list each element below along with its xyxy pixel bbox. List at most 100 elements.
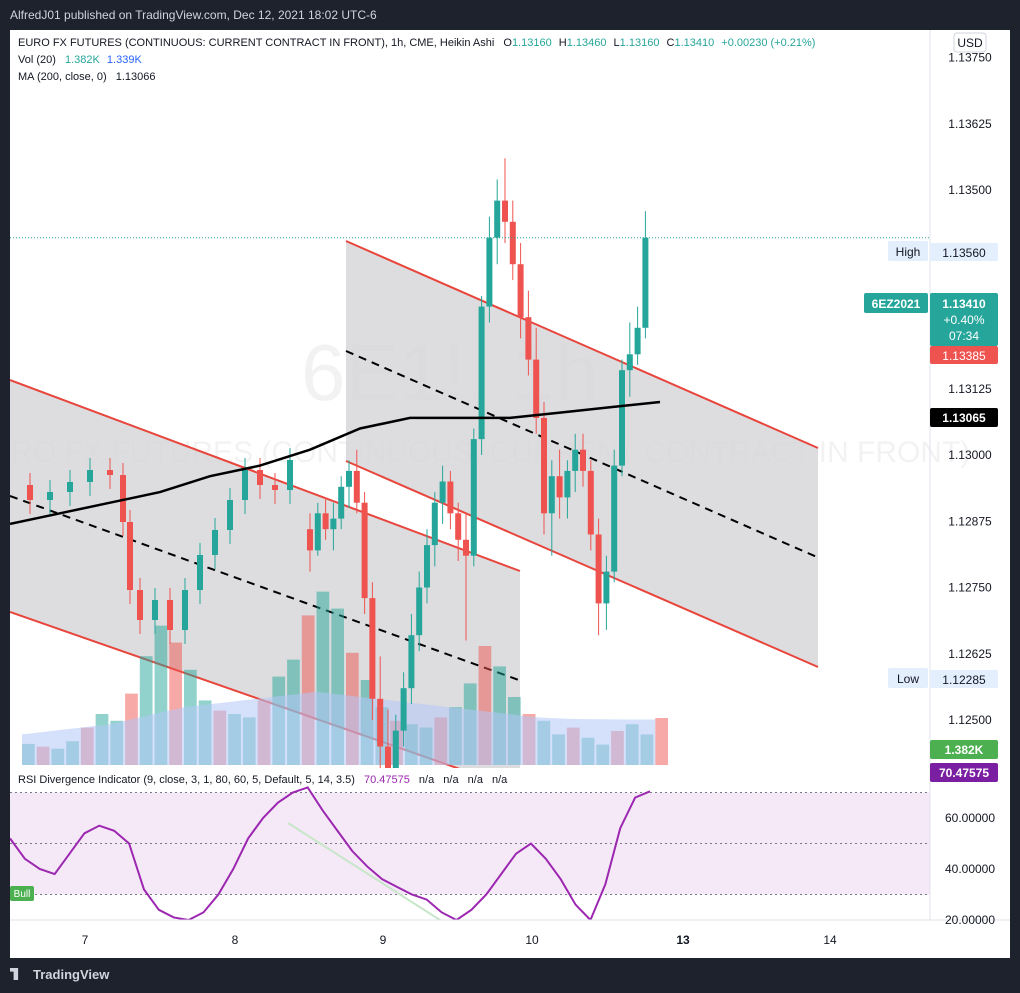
candle-body <box>152 600 158 620</box>
candle-body <box>447 481 454 514</box>
bull-badge-label: Bull <box>14 889 31 900</box>
candle-body <box>408 635 415 689</box>
candle-body <box>307 529 313 551</box>
ask-price: 1.13385 <box>942 349 986 363</box>
time-tick-label: 8 <box>232 933 239 947</box>
price-tick-label: 1.13750 <box>948 51 992 65</box>
candle-body <box>338 486 345 519</box>
tradingview-brand: TradingView <box>33 967 110 982</box>
time-tick-label: 10 <box>525 933 539 947</box>
candle-body <box>385 746 391 768</box>
legend-rsi-label: RSI Divergence Indicator (9, close, 3, 1… <box>18 774 355 786</box>
candle-body <box>439 481 446 503</box>
candle-body <box>572 449 579 471</box>
candle-body <box>392 730 399 768</box>
candle-body <box>416 587 423 636</box>
candle-body <box>242 470 248 500</box>
time-tick-label: 13 <box>676 933 690 947</box>
low-value: 1.12285 <box>942 673 986 687</box>
channel-left-median <box>10 495 521 682</box>
legend-high: 1.13460 <box>567 37 607 49</box>
currency-button[interactable]: USD <box>953 32 987 53</box>
tradingview-icon <box>10 968 19 980</box>
price-tick-label: 1.12875 <box>948 514 992 528</box>
candle-body <box>87 470 93 482</box>
rsi-box <box>930 763 998 782</box>
svg-text:Vol (20) 1.382K: Vol (20) 1.382K 1.339K <box>18 54 142 66</box>
currency-label: USD <box>957 36 983 50</box>
legend-close: 1.13410 <box>674 37 714 49</box>
legend-ma-label: MA (200, close, 0) <box>18 71 107 83</box>
candle-body <box>322 513 329 530</box>
rsi-tick-label: 60.00000 <box>945 811 995 825</box>
high-label: High <box>896 245 921 259</box>
tradingview-logo[interactable]: TradingView <box>10 967 109 982</box>
low-label-box <box>888 668 928 688</box>
channel-right-lower <box>345 460 819 668</box>
legend-ma-value: 1.13066 <box>116 71 156 83</box>
low-value-box <box>930 670 998 688</box>
candle-body <box>556 476 563 498</box>
candle-body <box>424 545 430 588</box>
last-price: 1.13410 <box>942 297 986 311</box>
volume-box <box>930 740 998 759</box>
chart-canvas[interactable]: 6E1!, 1h EURO FX FUTURES (CONTINUOUS: CU… <box>10 30 1010 958</box>
candle-body <box>486 237 493 307</box>
price-tick-label: 1.12625 <box>948 647 992 661</box>
candle-body <box>541 417 547 514</box>
candle-body <box>595 534 602 604</box>
candle-body <box>455 513 462 540</box>
candle-body <box>626 354 633 371</box>
candle-body <box>107 470 113 475</box>
candle-body <box>517 264 524 318</box>
svg-text:RSI Divergence Indicator (9, c: RSI Divergence Indicator (9, close, 3, 1… <box>18 774 508 786</box>
candle-body <box>27 485 33 500</box>
candle-body <box>642 237 649 328</box>
channel-right-upper <box>345 240 819 449</box>
time-tick-label: 9 <box>380 933 387 947</box>
candle-body <box>167 600 173 630</box>
candle-body <box>470 439 477 556</box>
candle-body <box>127 522 133 590</box>
legend-symbol: EURO FX FUTURES (CONTINUOUS: CURRENT CON… <box>18 37 494 49</box>
ticker-label: 6EZ2021 <box>872 297 921 311</box>
candle-body <box>400 688 407 731</box>
candle-body <box>611 465 618 572</box>
candle-body <box>603 571 610 604</box>
high-value-box <box>930 243 998 261</box>
candle-body <box>502 200 508 222</box>
candle-body <box>287 460 293 490</box>
price-tick-label: 1.12750 <box>948 581 992 595</box>
price-tick-label: 1.13000 <box>948 448 992 462</box>
candle-body <box>619 370 625 466</box>
legend-rsi-na-2: n/a <box>443 774 459 786</box>
candle-body <box>257 470 263 485</box>
last-price-box <box>930 293 998 346</box>
high-label-box <box>888 241 928 261</box>
candle-body <box>212 530 218 555</box>
volume-value: 1.382K <box>945 743 984 757</box>
chart-frame[interactable]: 6E1!, 1h EURO FX FUTURES (CONTINUOUS: CU… <box>10 30 1010 958</box>
candle-body <box>564 470 571 498</box>
time-tick-label: 14 <box>823 933 837 947</box>
volume-ma-area <box>22 691 656 765</box>
legend-rsi-na-3: n/a <box>468 774 484 786</box>
low-label: Low <box>897 672 919 686</box>
publish-header: AlfredJ01 published on TradingView.com, … <box>0 0 1020 30</box>
candle-body <box>478 306 485 440</box>
last-change: +0.40% <box>943 313 984 327</box>
candle-body <box>137 590 143 620</box>
rsi-tick-label: 40.00000 <box>945 862 995 876</box>
ticker-box <box>864 293 928 313</box>
countdown: 07:34 <box>949 329 979 343</box>
candle-body <box>431 502 438 546</box>
candle-body <box>197 555 203 590</box>
legend-o-label: O <box>503 37 512 49</box>
channel-left-fill <box>10 380 520 768</box>
candle-body <box>525 317 532 360</box>
candle-body <box>494 200 501 238</box>
publish-info: AlfredJ01 published on TradingView.com, … <box>10 8 377 22</box>
legend-change: +0.00230 (+0.21%) <box>721 37 815 49</box>
candle-body <box>346 470 352 487</box>
legend-l-label: L <box>614 37 620 49</box>
